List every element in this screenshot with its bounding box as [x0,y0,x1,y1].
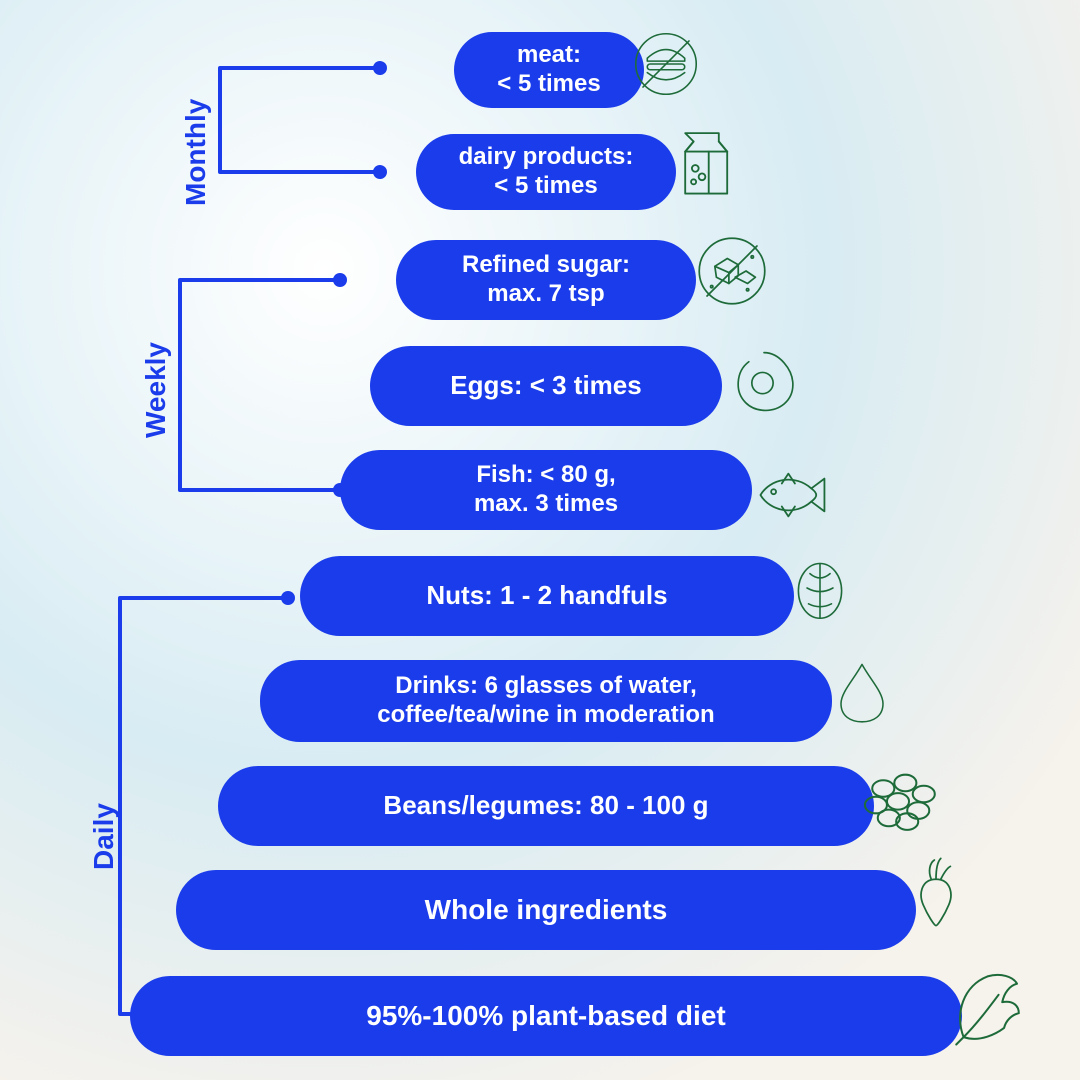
pyramid-row-dairy: dairy products: < 5 times [416,134,676,210]
leaf-icon [936,958,1028,1050]
pyramid-row-whole: Whole ingredients [176,870,916,950]
pyramid-row-label: Fish: < 80 g, max. 3 times [474,461,618,519]
pyramid-row-plant: 95%-100% plant-based diet [130,976,962,1056]
pyramid-row-label: 95%-100% plant-based diet [366,999,725,1033]
fish-icon [749,454,831,536]
beet-icon [896,852,976,932]
pyramid-row-label: dairy products: < 5 times [459,143,634,201]
pyramid-row-beans: Beans/legumes: 80 - 100 g [218,766,874,846]
egg-icon [726,342,802,418]
pyramid-row-label: Beans/legumes: 80 - 100 g [383,790,708,821]
pyramid-row-drinks: Drinks: 6 glasses of water, coffee/tea/w… [260,660,832,742]
no-burger-icon [630,28,702,100]
pyramid-row-meat: meat: < 5 times [454,32,644,108]
pyramid-row-label: Nuts: 1 - 2 handfuls [426,580,667,611]
pyramid-row-eggs: Eggs: < 3 times [370,346,722,426]
pyramid-row-fish: Fish: < 80 g, max. 3 times [340,450,752,530]
period-label-daily: Daily [88,750,120,870]
walnut-icon [784,552,856,624]
period-label-weekly: Weekly [140,288,172,438]
pyramid-row-sugar: Refined sugar: max. 7 tsp [396,240,696,320]
pyramid-row-label: Eggs: < 3 times [450,370,641,401]
pyramid-row-label: meat: < 5 times [497,41,600,99]
no-sugar-icon [693,232,771,310]
pyramid-row-nuts: Nuts: 1 - 2 handfuls [300,556,794,636]
drop-icon [827,656,897,726]
milk-carton-icon [660,118,744,202]
pyramid-row-label: Refined sugar: max. 7 tsp [462,251,630,309]
beans-icon [852,748,944,840]
pyramid-row-label: Drinks: 6 glasses of water, coffee/tea/w… [377,672,714,730]
pyramid-row-label: Whole ingredients [425,893,668,927]
period-label-monthly: Monthly [180,56,212,206]
